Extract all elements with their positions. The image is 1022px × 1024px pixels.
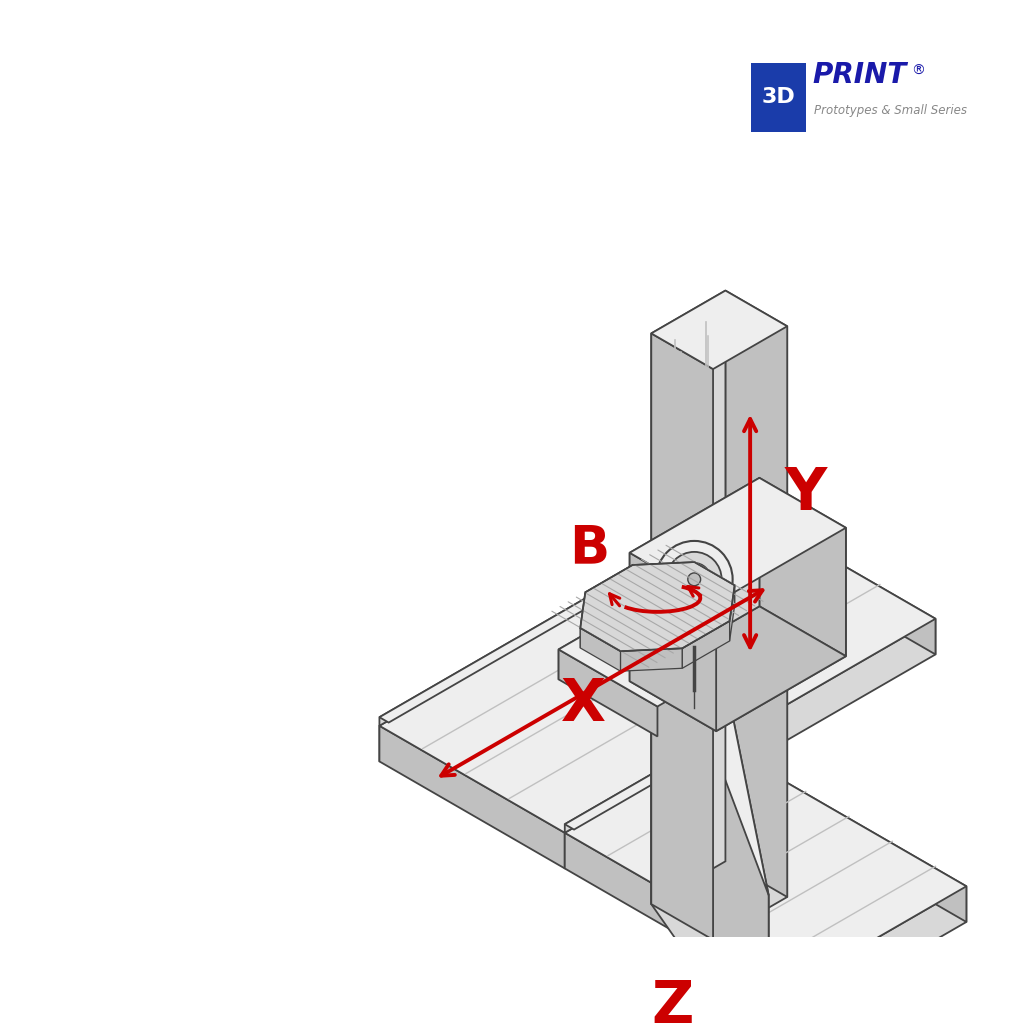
Text: Prototypes & Small Series: Prototypes & Small Series	[815, 104, 967, 117]
Polygon shape	[730, 586, 735, 641]
Text: Z: Z	[652, 978, 694, 1024]
Polygon shape	[580, 562, 735, 651]
Polygon shape	[651, 334, 713, 940]
Polygon shape	[651, 291, 726, 904]
Polygon shape	[565, 735, 719, 833]
Polygon shape	[626, 611, 689, 668]
Polygon shape	[630, 606, 846, 731]
Text: Y: Y	[785, 465, 827, 522]
Polygon shape	[750, 512, 935, 654]
Polygon shape	[657, 592, 756, 679]
Circle shape	[688, 573, 701, 586]
Ellipse shape	[621, 638, 693, 662]
Polygon shape	[565, 833, 811, 1011]
Polygon shape	[713, 327, 787, 940]
Polygon shape	[559, 592, 657, 679]
Circle shape	[656, 541, 733, 617]
Polygon shape	[630, 478, 846, 603]
Polygon shape	[559, 649, 657, 736]
Polygon shape	[379, 512, 750, 762]
Polygon shape	[759, 478, 846, 656]
Polygon shape	[565, 735, 729, 829]
Polygon shape	[580, 628, 620, 671]
Polygon shape	[565, 743, 967, 976]
Polygon shape	[811, 887, 967, 1011]
Polygon shape	[726, 291, 787, 897]
Polygon shape	[633, 562, 694, 585]
Polygon shape	[694, 562, 735, 605]
Polygon shape	[559, 592, 756, 707]
Text: PRINT: PRINT	[812, 61, 907, 89]
Polygon shape	[379, 503, 750, 726]
Polygon shape	[651, 583, 769, 895]
Polygon shape	[630, 553, 716, 731]
Polygon shape	[651, 583, 769, 1024]
Polygon shape	[716, 527, 846, 731]
Text: X: X	[561, 676, 606, 733]
Polygon shape	[620, 648, 683, 671]
Polygon shape	[379, 726, 565, 868]
Polygon shape	[565, 743, 719, 868]
Polygon shape	[630, 478, 759, 681]
Polygon shape	[586, 565, 633, 612]
Polygon shape	[657, 649, 756, 736]
Circle shape	[666, 552, 722, 607]
Circle shape	[678, 563, 710, 596]
Polygon shape	[683, 621, 730, 669]
Polygon shape	[379, 512, 935, 833]
Polygon shape	[651, 291, 787, 369]
Polygon shape	[713, 618, 769, 1024]
Polygon shape	[565, 618, 935, 868]
Ellipse shape	[621, 617, 693, 641]
Text: B: B	[569, 522, 609, 574]
Polygon shape	[379, 503, 759, 723]
Polygon shape	[580, 592, 586, 648]
Bar	[751, 63, 806, 132]
Text: 3D: 3D	[761, 87, 795, 108]
Polygon shape	[719, 743, 967, 922]
Text: ®: ®	[912, 63, 925, 78]
